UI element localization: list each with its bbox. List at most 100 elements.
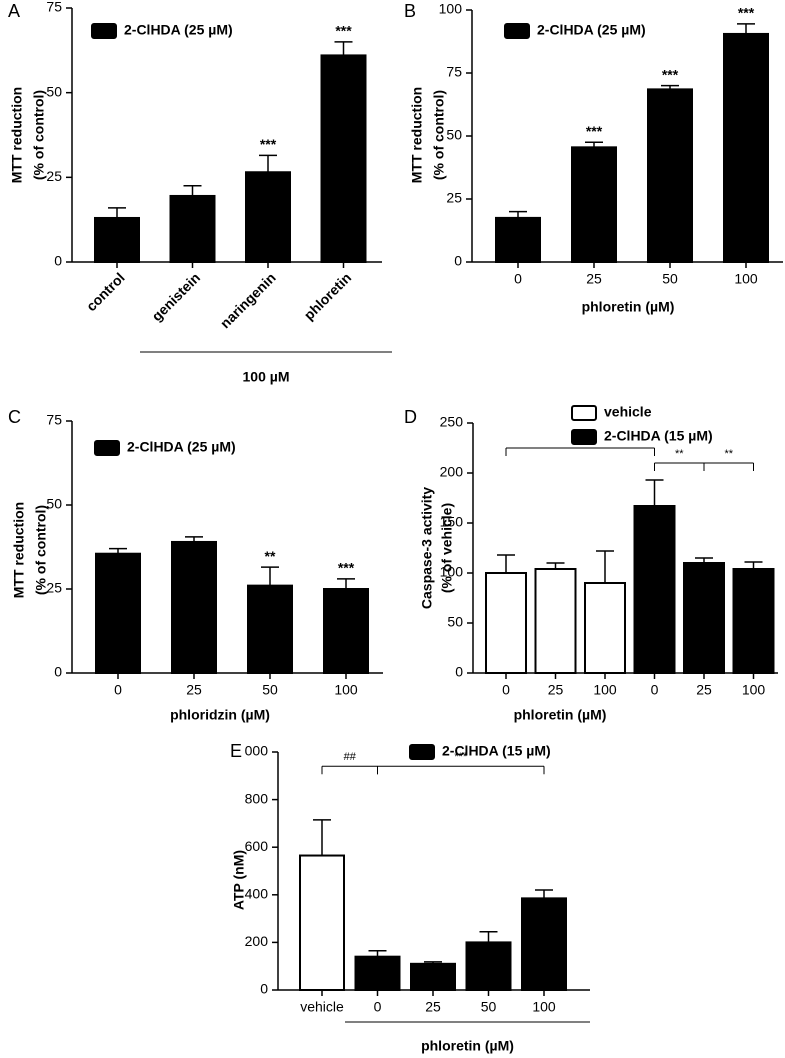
y-axis-label: (% of vehicle)	[439, 503, 455, 593]
y-tick-label: 150	[440, 514, 464, 530]
y-tick-label: 75	[46, 412, 62, 428]
x-axis-label: phloridzin (µM)	[170, 707, 270, 723]
y-tick-label: 100	[439, 1, 463, 17]
x-tick-label: vehicle	[300, 999, 344, 1015]
y-axis-label: Caspase-3 activity	[419, 487, 435, 609]
legend-swatch	[504, 23, 530, 39]
x-tick-label: 50	[262, 682, 278, 698]
x-tick-label: phloretin	[301, 269, 355, 323]
x-tick-label: 0	[114, 682, 122, 698]
x-tick-label: 25	[696, 682, 712, 698]
bar	[732, 568, 775, 674]
y-tick-label: 0	[455, 664, 463, 680]
significance: ***	[335, 23, 352, 39]
x-tick-label: 0	[502, 682, 510, 698]
significance: ***	[260, 136, 277, 152]
bar	[320, 54, 367, 264]
bar	[633, 505, 676, 674]
bar	[465, 941, 512, 992]
panel-letter: B	[404, 1, 416, 21]
y-axis-label: MTT reduction	[9, 87, 25, 183]
x-tick-label: 25	[186, 682, 202, 698]
panel-letter: A	[8, 1, 20, 21]
bar	[247, 584, 293, 675]
legend-label: vehicle	[604, 404, 652, 420]
significance: **	[265, 548, 276, 564]
x-tick-label: 100	[593, 682, 617, 698]
bracket-label: #	[577, 433, 584, 445]
panel-letter: D	[404, 407, 417, 427]
y-tick-label: 0	[260, 981, 268, 997]
bar	[495, 216, 541, 263]
x-tick-label: 0	[514, 271, 522, 287]
group-label: phloretin (µM)	[421, 1038, 514, 1054]
x-axis-label: phloretin (µM)	[582, 299, 675, 315]
significance: ***	[738, 5, 755, 21]
x-tick-label: 100	[734, 271, 758, 287]
y-tick-label: 50	[447, 614, 463, 630]
y-tick-label: 200	[245, 933, 269, 949]
legend-label: 2-ClHDA (15 µM)	[442, 743, 551, 759]
bar	[521, 897, 567, 991]
y-tick-label: 800	[245, 790, 269, 806]
x-tick-label: 0	[374, 999, 382, 1015]
bracket-label: ##	[344, 751, 357, 763]
y-tick-label: 400	[245, 886, 269, 902]
x-tick-label: control	[83, 269, 128, 314]
y-axis-label: (% of control)	[33, 505, 49, 595]
panel-letter: C	[8, 407, 21, 427]
y-tick-label: 0	[54, 664, 62, 680]
bar	[94, 216, 140, 263]
x-tick-label: 100	[742, 682, 766, 698]
bar	[245, 171, 291, 263]
bar	[354, 955, 401, 991]
significance: ***	[338, 560, 355, 576]
bracket-label: **	[724, 448, 733, 460]
legend-swatch	[571, 405, 597, 421]
x-tick-label: genistein	[148, 269, 203, 324]
x-tick-label: 50	[662, 271, 678, 287]
legend-swatch	[409, 744, 435, 760]
y-tick-label: 50	[46, 496, 62, 512]
bar	[485, 572, 527, 674]
y-axis-label: (% of control)	[431, 90, 447, 180]
y-tick-label: 0	[54, 253, 62, 269]
x-axis-label: phloretin (µM)	[514, 707, 607, 723]
bar	[299, 854, 345, 992]
bar	[683, 562, 725, 674]
x-tick-label: 0	[651, 682, 659, 698]
bar	[534, 568, 577, 674]
y-tick-label: 50	[46, 83, 62, 99]
bar	[571, 146, 617, 263]
y-tick-label: 75	[446, 64, 462, 80]
legend-label: 2-ClHDA (25 µM)	[537, 22, 646, 38]
group-label: 100 µM	[243, 369, 290, 385]
y-tick-label: 250	[440, 414, 464, 430]
bar	[171, 540, 217, 675]
y-axis-label: ATP (nM)	[231, 850, 247, 910]
y-tick-label: 75	[46, 0, 62, 15]
y-tick-label: 0	[454, 253, 462, 269]
bar	[723, 32, 769, 263]
legend-label: 2-ClHDA (15 µM)	[604, 428, 713, 444]
x-tick-label: 100	[532, 999, 556, 1015]
bar	[584, 582, 626, 674]
x-tick-label: 100	[334, 682, 358, 698]
bar	[410, 962, 456, 992]
y-axis-label: MTT reduction	[11, 502, 27, 598]
x-tick-label: 25	[425, 999, 441, 1015]
bar	[95, 552, 141, 674]
y-tick-label: 25	[446, 190, 462, 206]
legend-label: 2-ClHDA (25 µM)	[127, 439, 236, 455]
bar	[647, 88, 693, 263]
x-tick-label: naringenin	[217, 269, 279, 331]
legend-swatch	[91, 23, 117, 39]
bar	[169, 194, 216, 264]
x-tick-label: 25	[548, 682, 564, 698]
legend-swatch	[94, 440, 120, 456]
bracket-label: ***	[454, 751, 468, 763]
bracket-label: **	[675, 448, 684, 460]
y-tick-label: 600	[245, 838, 269, 854]
bar	[323, 588, 369, 674]
y-axis-label: MTT reduction	[409, 87, 425, 183]
